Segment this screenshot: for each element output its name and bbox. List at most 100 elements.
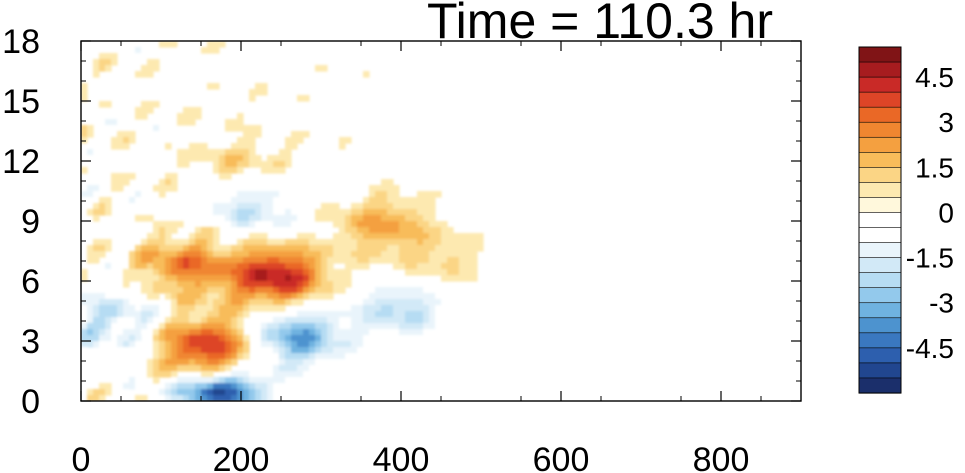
field-cell <box>261 329 268 336</box>
field-cell <box>117 293 124 300</box>
field-cell <box>183 341 190 348</box>
field-cell <box>279 251 286 258</box>
field-cell <box>237 143 244 150</box>
field-cell <box>141 41 148 48</box>
field-cell <box>291 257 298 264</box>
field-cell <box>231 185 238 192</box>
field-cell <box>123 143 130 150</box>
field-cell <box>339 353 346 360</box>
field-cell <box>87 317 94 324</box>
field-cell <box>105 113 112 120</box>
field-cell <box>201 365 208 372</box>
field-cell <box>141 47 148 54</box>
field-cell <box>453 251 460 258</box>
field-cell <box>171 311 178 318</box>
field-cell <box>171 299 178 306</box>
field-cell <box>327 257 334 264</box>
field-cell <box>315 317 322 324</box>
field-cell <box>285 329 292 336</box>
field-cell <box>195 347 202 354</box>
field-cell <box>81 305 88 312</box>
field-cell <box>87 311 94 318</box>
field-cell <box>405 323 412 330</box>
field-cell <box>249 245 256 252</box>
field-cell <box>171 359 178 366</box>
field-cell <box>213 215 220 222</box>
field-cell <box>213 389 220 396</box>
field-cell <box>291 71 298 78</box>
field-cell <box>249 203 256 210</box>
field-cell <box>387 245 394 252</box>
field-cell <box>213 209 220 216</box>
colorbar-swatch <box>858 317 902 334</box>
field-cell <box>183 149 190 156</box>
field-cell <box>267 329 274 336</box>
field-cell <box>423 197 430 204</box>
field-cell <box>207 227 214 234</box>
field-cell <box>105 83 112 90</box>
field-cell <box>243 371 250 378</box>
field-cell <box>363 335 370 342</box>
field-cell <box>135 215 142 222</box>
field-cell <box>261 341 268 348</box>
field-cell <box>387 257 394 264</box>
field-cell <box>279 293 286 300</box>
field-cell <box>267 107 274 114</box>
field-cell <box>183 317 190 324</box>
field-cell <box>237 227 244 234</box>
field-cell <box>579 323 586 330</box>
field-cell <box>417 239 424 246</box>
field-cell <box>183 395 190 401</box>
field-cell <box>225 335 232 342</box>
field-cell <box>249 209 256 216</box>
field-cell <box>81 299 88 306</box>
field-cell <box>309 359 316 366</box>
field-cell <box>279 395 286 401</box>
field-cell <box>393 287 400 294</box>
field-cell <box>279 323 286 330</box>
field-cell <box>273 353 280 360</box>
field-cell <box>579 287 586 294</box>
field-cell <box>285 341 292 348</box>
field-cell <box>399 221 406 228</box>
field-cell <box>207 203 214 210</box>
field-cell <box>219 317 226 324</box>
field-cell <box>225 359 232 366</box>
field-cell <box>171 365 178 372</box>
field-cell <box>399 287 406 294</box>
field-cell <box>621 299 628 306</box>
field-cell <box>369 329 376 336</box>
field-cell <box>273 197 280 204</box>
field-cell <box>273 251 280 258</box>
field-cell <box>327 323 334 330</box>
field-cell <box>339 341 346 348</box>
field-cell <box>123 305 130 312</box>
field-cell <box>321 239 328 246</box>
field-cell <box>255 383 262 390</box>
field-cell <box>303 203 310 210</box>
field-cell <box>225 263 232 270</box>
field-cell <box>459 239 466 246</box>
field-cell <box>99 335 106 342</box>
field-cell <box>399 245 406 252</box>
field-cell <box>357 317 364 324</box>
field-cell <box>93 215 100 222</box>
field-cell <box>297 293 304 300</box>
field-cell <box>183 365 190 372</box>
field-cell <box>291 197 298 204</box>
field-cell <box>321 359 328 366</box>
field-cell <box>93 371 100 378</box>
field-cell <box>159 125 166 132</box>
field-cell <box>267 281 274 288</box>
field-cell <box>117 179 124 186</box>
field-cell <box>213 281 220 288</box>
field-cell <box>351 245 358 252</box>
field-cell <box>375 203 382 210</box>
field-cell <box>93 287 100 294</box>
field-cell <box>297 329 304 336</box>
field-cell <box>213 353 220 360</box>
field-cell <box>237 221 244 228</box>
field-cell <box>201 323 208 330</box>
field-cell <box>219 269 226 276</box>
field-cell <box>177 311 184 318</box>
